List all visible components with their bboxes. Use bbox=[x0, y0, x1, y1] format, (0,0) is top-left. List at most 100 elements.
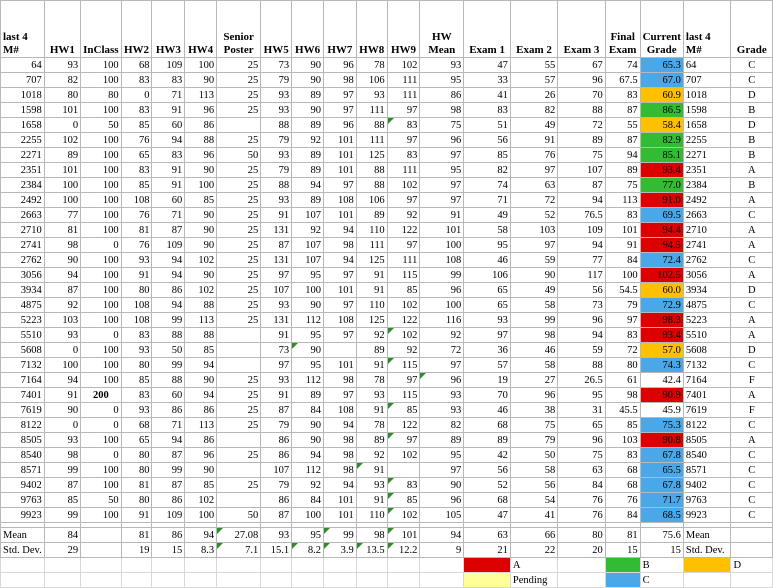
summary-cell[interactable]: 12.2 bbox=[386, 542, 421, 558]
grade-cell[interactable]: 90 bbox=[291, 57, 324, 73]
grade-cell[interactable] bbox=[216, 357, 262, 373]
grade-cell[interactable]: 99 bbox=[151, 462, 186, 478]
grade-cell[interactable]: 2762 bbox=[682, 252, 732, 268]
grade-cell[interactable]: 100 bbox=[419, 237, 465, 253]
grade-cell[interactable]: 108 bbox=[120, 297, 153, 313]
grade-cell[interactable]: 81 bbox=[120, 477, 153, 493]
grade-cell[interactable]: 8505 bbox=[682, 432, 732, 448]
grade-cell[interactable]: 93 bbox=[419, 402, 465, 418]
grade-cell[interactable]: 79 bbox=[260, 132, 293, 148]
grade-cell[interactable]: 94 bbox=[151, 132, 186, 148]
grade-cell[interactable]: 102 bbox=[386, 57, 421, 73]
grade-cell[interactable]: 97 bbox=[509, 237, 559, 253]
grade-cell[interactable]: 50 bbox=[509, 447, 559, 463]
grade-cell[interactable]: 97 bbox=[386, 237, 421, 253]
grade-cell[interactable]: 2663 bbox=[0, 207, 45, 223]
grade-cell[interactable]: 50 bbox=[151, 342, 186, 358]
grade-cell[interactable]: 85 bbox=[184, 477, 218, 493]
grade-cell[interactable]: 100 bbox=[80, 477, 122, 493]
grade-cell[interactable]: 90 bbox=[291, 72, 324, 88]
grade-cell[interactable]: 100 bbox=[80, 312, 122, 328]
grade-cell[interactable]: 85 bbox=[463, 147, 511, 163]
grade-cell[interactable]: 75 bbox=[557, 447, 606, 463]
grade-cell[interactable]: 97 bbox=[386, 132, 421, 148]
grade-cell[interactable]: 9923 bbox=[0, 507, 45, 523]
grade-cell[interactable]: 81 bbox=[120, 222, 153, 238]
grade-cell[interactable]: 92 bbox=[291, 132, 324, 148]
grade-cell[interactable]: 9763 bbox=[682, 492, 732, 508]
grade-cell[interactable]: 92 bbox=[43, 297, 82, 313]
grade-cell[interactable]: 60 bbox=[151, 117, 186, 133]
grade-cell[interactable]: 98 bbox=[322, 462, 357, 478]
grade-cell[interactable]: 54.5 bbox=[604, 282, 641, 298]
grade-cell[interactable]: 93 bbox=[260, 102, 293, 118]
grade-cell[interactable]: 87 bbox=[151, 222, 186, 238]
grade-cell[interactable]: 93 bbox=[419, 387, 465, 403]
grade-cell[interactable]: 58 bbox=[463, 222, 511, 238]
grade-cell[interactable]: 41 bbox=[463, 87, 511, 103]
grade-cell[interactable]: 91 bbox=[355, 462, 388, 478]
grade-cell[interactable]: 108 bbox=[322, 192, 357, 208]
grade-cell[interactable]: 101 bbox=[322, 282, 357, 298]
grade-cell[interactable]: 67.5 bbox=[604, 72, 641, 88]
grade-cell[interactable]: 90 bbox=[184, 237, 218, 253]
summary-cell[interactable] bbox=[80, 542, 122, 558]
grade-cell[interactable]: 68 bbox=[604, 462, 641, 478]
grade-cell[interactable]: 97 bbox=[509, 162, 559, 178]
summary-cell[interactable]: 86 bbox=[151, 527, 186, 543]
grade-cell[interactable]: 98 bbox=[509, 327, 559, 343]
grade-cell[interactable]: 95 bbox=[419, 447, 465, 463]
grade-cell[interactable]: 97 bbox=[604, 312, 641, 328]
grade-cell[interactable]: 109 bbox=[151, 57, 186, 73]
grade-cell[interactable]: 93 bbox=[43, 327, 82, 343]
grade-cell[interactable]: 78 bbox=[355, 417, 388, 433]
grade-cell[interactable]: 94 bbox=[151, 267, 186, 283]
grade-cell[interactable]: 98 bbox=[322, 432, 357, 448]
current-grade-cell[interactable]: 67.0 bbox=[639, 72, 684, 88]
grade-cell[interactable]: 90 bbox=[184, 222, 218, 238]
grade-cell[interactable]: 1018 bbox=[0, 87, 45, 103]
grade-cell[interactable]: 89 bbox=[557, 132, 606, 148]
summary-cell[interactable]: 81 bbox=[604, 527, 641, 543]
summary-cell[interactable]: 8.3 bbox=[184, 542, 218, 558]
grade-cell[interactable]: 46 bbox=[463, 402, 511, 418]
grade-cell[interactable]: 83 bbox=[604, 447, 641, 463]
grade-cell[interactable]: 111 bbox=[355, 132, 388, 148]
grade-cell[interactable]: 106 bbox=[463, 267, 511, 283]
grade-cell[interactable]: 8505 bbox=[0, 432, 45, 448]
grade-cell[interactable]: 93 bbox=[120, 252, 153, 268]
summary-cell[interactable]: Std. Dev. bbox=[0, 542, 45, 558]
grade-cell[interactable]: 88 bbox=[260, 177, 293, 193]
grade-cell[interactable]: 1598 bbox=[682, 102, 732, 118]
summary-cell[interactable]: 8.2 bbox=[291, 542, 324, 558]
grade-cell[interactable]: 25 bbox=[216, 162, 262, 178]
grade-cell[interactable]: 52 bbox=[463, 477, 511, 493]
grade-cell[interactable]: 91 bbox=[151, 162, 186, 178]
grade-cell[interactable]: 76 bbox=[509, 147, 559, 163]
grade-cell[interactable]: 131 bbox=[260, 312, 293, 328]
grade-cell[interactable]: 45.5 bbox=[604, 402, 641, 418]
grade-cell[interactable]: 113 bbox=[184, 87, 218, 103]
current-grade-cell[interactable]: 90.8 bbox=[639, 432, 684, 448]
grade-cell[interactable]: 68 bbox=[463, 417, 511, 433]
grade-cell[interactable]: 80 bbox=[604, 357, 641, 373]
grade-cell[interactable]: 83 bbox=[120, 327, 153, 343]
grade-cell[interactable]: 86 bbox=[419, 87, 465, 103]
grade-cell[interactable]: 73 bbox=[260, 342, 293, 358]
grade-cell[interactable]: 93 bbox=[355, 387, 388, 403]
letter-grade-cell[interactable]: B bbox=[730, 132, 773, 148]
grade-cell[interactable]: 83 bbox=[151, 147, 186, 163]
grade-cell[interactable]: 5510 bbox=[682, 327, 732, 343]
grade-cell[interactable]: 94 bbox=[557, 237, 606, 253]
grade-cell[interactable]: 101 bbox=[43, 162, 82, 178]
summary-cell[interactable]: 13.5 bbox=[355, 542, 388, 558]
letter-grade-cell[interactable]: C bbox=[730, 507, 773, 523]
grade-cell[interactable]: 89 bbox=[291, 147, 324, 163]
grade-cell[interactable]: 100 bbox=[80, 147, 122, 163]
grade-cell[interactable]: 98 bbox=[604, 387, 641, 403]
grade-cell[interactable]: 60 bbox=[151, 387, 186, 403]
current-grade-cell[interactable]: 72.4 bbox=[639, 252, 684, 268]
current-grade-cell[interactable]: 57.0 bbox=[639, 342, 684, 358]
current-grade-cell[interactable]: 45.9 bbox=[639, 402, 684, 418]
grade-cell[interactable]: 94 bbox=[151, 252, 186, 268]
